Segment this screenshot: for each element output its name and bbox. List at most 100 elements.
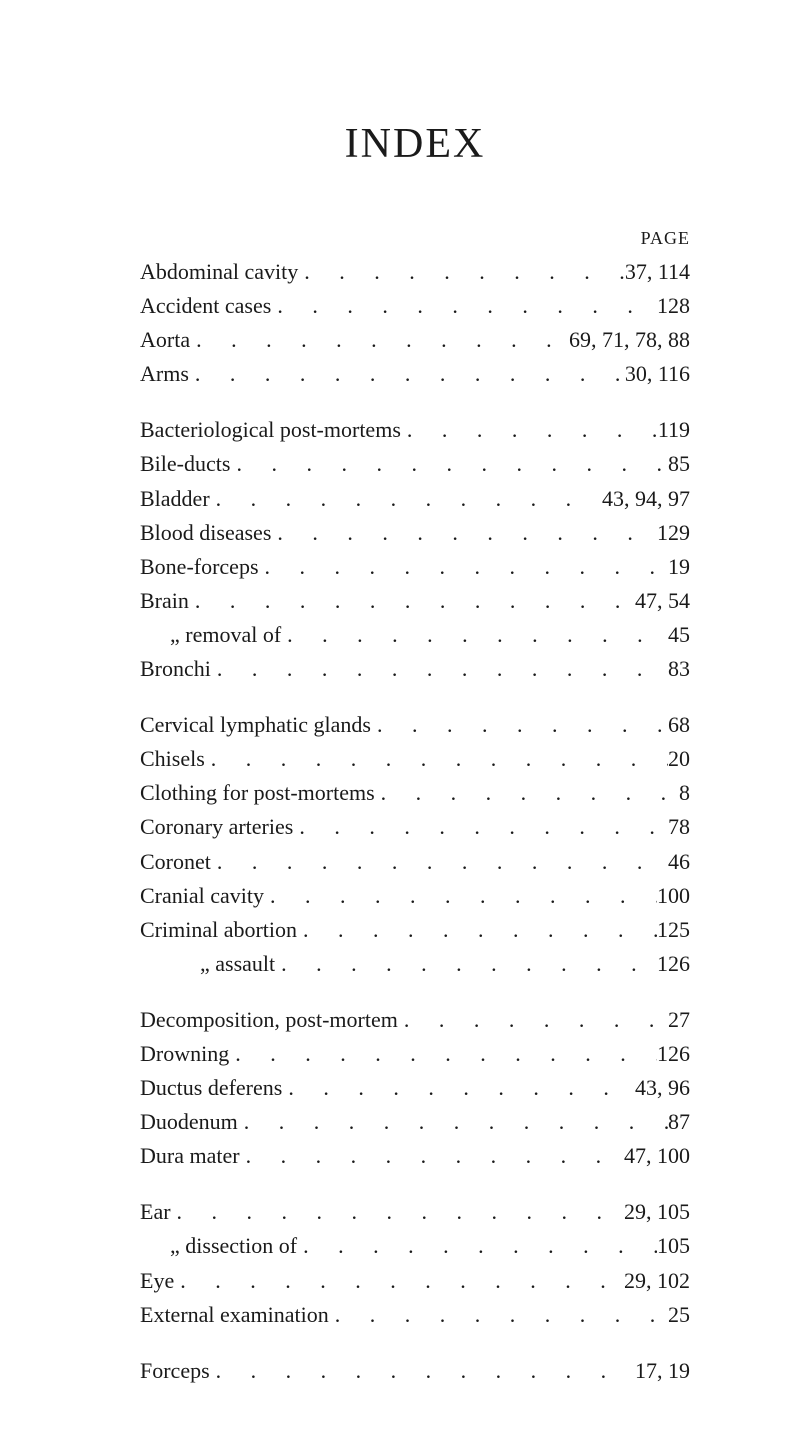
index-entry: Duodenum87 [140,1105,690,1139]
entry-pages: 29, 102 [624,1264,690,1298]
index-entry: Blood diseases129 [140,516,690,550]
leader-dots [174,1264,624,1298]
index-entry: Bladder43, 94, 97 [140,482,690,516]
leader-dots [297,1229,657,1263]
entry-label: Accident cases [140,289,271,323]
leader-dots [401,413,658,447]
index-entry: Dura mater47, 100 [140,1139,690,1173]
index-entry: Eye 29, 102 [140,1264,690,1298]
leader-dots [297,913,657,947]
leader-dots [210,482,602,516]
entry-label: Bacteriological post-mortems [140,413,401,447]
index-entry: Criminal abortion 125 [140,913,690,947]
entry-pages: 128 [657,289,690,323]
entry-label: Bronchi [140,652,211,686]
entry-pages: 125 [657,913,690,947]
entry-pages: 46 [668,845,690,879]
entry-pages: 119 [658,413,690,447]
leader-dots [205,742,668,776]
entry-label: Ear [140,1195,171,1229]
leader-dots [190,323,569,357]
entry-pages: 30, 116 [625,357,690,391]
entry-label: Blood diseases [140,516,271,550]
entry-pages: 126 [657,947,690,981]
entry-label: „ assault [140,947,275,981]
group-gap [140,1173,690,1195]
index-entry: Cranial cavity100 [140,879,690,913]
leader-dots [171,1195,624,1229]
leader-dots [293,810,668,844]
index-entry: Coronet46 [140,845,690,879]
index-entry: Forceps 17, 19 [140,1354,690,1388]
index-entry: Arms 30, 116 [140,357,690,391]
index-entry: Coronary arteries78 [140,810,690,844]
index-entry: „ assault 126 [140,947,690,981]
group-gap [140,391,690,413]
index-entry: „ removal of 45 [140,618,690,652]
entry-pages: 100 [657,879,690,913]
entry-pages: 20 [668,742,690,776]
leader-dots [371,708,668,742]
entry-pages: 27 [668,1003,690,1037]
entry-pages: 105 [657,1229,690,1263]
leader-dots [189,584,635,618]
leader-dots [329,1298,668,1332]
index-entry: External examination25 [140,1298,690,1332]
leader-dots [259,550,668,584]
entry-label: Clothing for post-mortems [140,776,375,810]
leader-dots [238,1105,668,1139]
index-entry: Accident cases 128 [140,289,690,323]
entry-pages: 29, 105 [624,1195,690,1229]
entry-pages: 68 [668,708,690,742]
leader-dots [240,1139,624,1173]
leader-dots [210,1354,635,1388]
leader-dots [275,947,657,981]
entry-label: Forceps [140,1354,210,1388]
leader-dots [271,516,657,550]
entry-label: Bone-forceps [140,550,259,584]
group-gap [140,1332,690,1354]
index-entry: Aorta 69, 71, 78, 88 [140,323,690,357]
entry-label: Ductus deferens [140,1071,282,1105]
group-gap [140,686,690,708]
entry-label: Coronary arteries [140,810,293,844]
entry-label: Cervical lymphatic glands [140,708,371,742]
entry-pages: 126 [657,1037,690,1071]
index-entry: Cervical lymphatic glands 68 [140,708,690,742]
index-entry: Clothing for post-mortems8 [140,776,690,810]
entry-pages: 43, 96 [635,1071,690,1105]
entry-pages: 83 [668,652,690,686]
leader-dots [189,357,625,391]
entry-pages: 19 [668,550,690,584]
entry-label: „ dissection of [140,1229,297,1263]
entry-label: Bile-ducts [140,447,230,481]
entry-label: Brain [140,584,189,618]
leader-dots [375,776,679,810]
leader-dots [281,618,668,652]
entry-label: Abdominal cavity [140,255,298,289]
entry-label: Duodenum [140,1105,238,1139]
entry-pages: 17, 19 [635,1354,690,1388]
entry-label: Aorta [140,323,190,357]
index-entry: Ductus deferens 43, 96 [140,1071,690,1105]
entry-pages: 43, 94, 97 [602,482,690,516]
page-column-label: PAGE [140,228,690,249]
entry-pages: 85 [668,447,690,481]
group-gap [140,981,690,1003]
index-entry: Bile-ducts 85 [140,447,690,481]
entry-label: Arms [140,357,189,391]
leader-dots [282,1071,635,1105]
entry-label: Drowning [140,1037,229,1071]
entry-label: Eye [140,1264,174,1298]
index-entry: Decomposition, post-mortem27 [140,1003,690,1037]
leader-dots [229,1037,657,1071]
entry-pages: 69, 71, 78, 88 [569,323,690,357]
index-entry: Ear 29, 105 [140,1195,690,1229]
entry-pages: 45 [668,618,690,652]
entry-label: „ removal of [140,618,281,652]
entry-label: Criminal abortion [140,913,297,947]
entry-pages: 37, 114 [625,255,690,289]
entry-label: External examination [140,1298,329,1332]
leader-dots [211,845,668,879]
index-entry: Bone-forceps 19 [140,550,690,584]
